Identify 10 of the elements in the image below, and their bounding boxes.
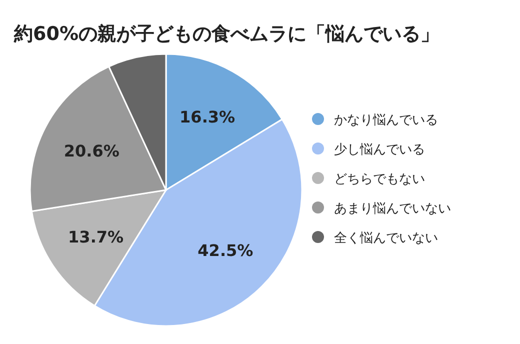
- data-label: 42.5%: [198, 240, 254, 260]
- chart-title: 約60%の親が子どもの食べムラに「悩んでいる」: [13, 23, 440, 45]
- legend-label: どちらでもない: [334, 172, 425, 187]
- legend-label: 少し悩んでいる: [334, 142, 425, 158]
- legend-label: かなり悩んでいる: [334, 113, 438, 128]
- legend-label: あまり悩んでいない: [334, 202, 451, 216]
- legend-label: 全く悩んでいない: [334, 231, 438, 246]
- data-label: 13.7%: [68, 228, 124, 247]
- data-label: 20.6%: [64, 141, 120, 160]
- data-label: 16.3%: [180, 107, 236, 126]
